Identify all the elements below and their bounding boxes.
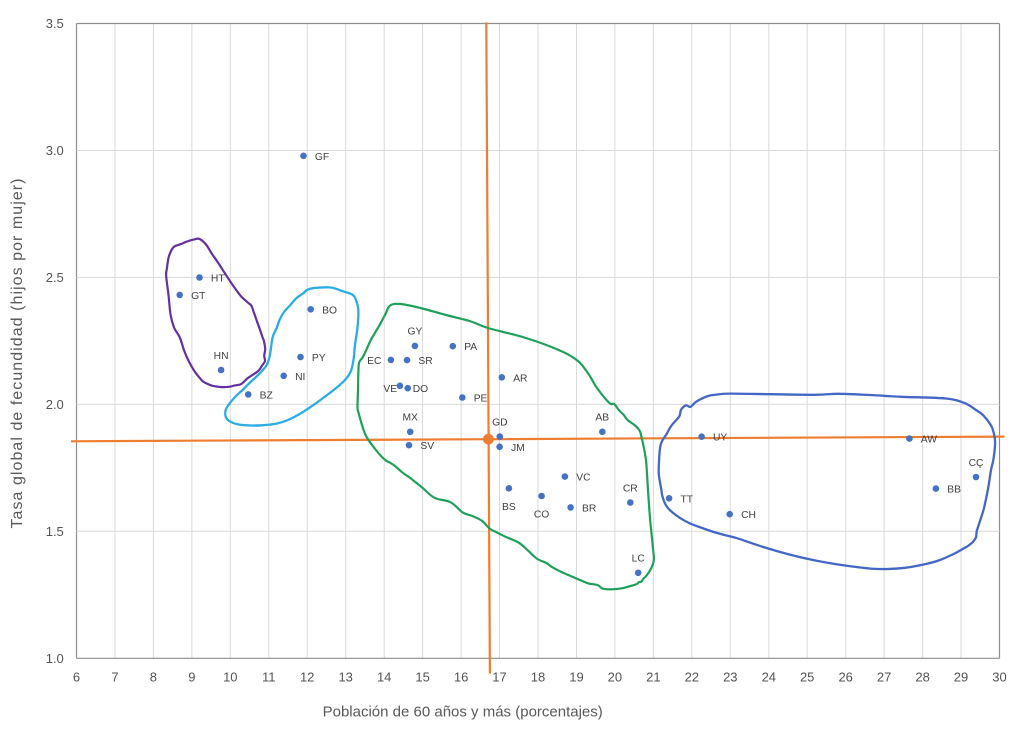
svg-text:BR: BR [582, 503, 596, 514]
svg-text:CÇ: CÇ [969, 458, 984, 469]
svg-text:25: 25 [800, 670, 814, 685]
svg-text:CH: CH [741, 510, 756, 521]
svg-text:AW: AW [921, 435, 937, 446]
svg-text:21: 21 [646, 670, 660, 685]
svg-text:8: 8 [150, 670, 157, 685]
svg-text:JM: JM [511, 443, 525, 454]
svg-text:19: 19 [569, 670, 583, 685]
svg-text:Población de 60 años y más (po: Población de 60 años y más (porcentajes) [323, 704, 603, 721]
svg-text:EC: EC [367, 356, 382, 367]
svg-text:3.5: 3.5 [46, 16, 64, 31]
svg-text:AR: AR [513, 373, 527, 384]
svg-text:1.0: 1.0 [46, 651, 64, 666]
svg-text:13: 13 [338, 670, 352, 685]
svg-text:BO: BO [322, 305, 337, 316]
svg-text:28: 28 [915, 670, 929, 685]
svg-text:9: 9 [188, 670, 195, 685]
svg-text:24: 24 [762, 670, 776, 685]
svg-text:10: 10 [223, 670, 237, 685]
svg-text:PY: PY [312, 353, 326, 364]
svg-text:SR: SR [418, 356, 432, 367]
svg-text:18: 18 [531, 670, 545, 685]
svg-text:12: 12 [300, 670, 314, 685]
svg-text:VE: VE [383, 384, 397, 395]
svg-text:PA: PA [464, 342, 477, 353]
svg-text:2.5: 2.5 [46, 270, 64, 285]
svg-text:GT: GT [191, 291, 206, 302]
svg-text:TT: TT [681, 494, 694, 505]
svg-text:LC: LC [632, 554, 646, 565]
svg-text:SV: SV [420, 441, 434, 452]
svg-text:NI: NI [295, 372, 305, 383]
svg-text:BZ: BZ [260, 390, 273, 401]
svg-text:6: 6 [73, 670, 80, 685]
svg-text:15: 15 [415, 670, 429, 685]
svg-text:UY: UY [713, 433, 727, 444]
svg-text:30: 30 [992, 670, 1006, 685]
svg-text:23: 23 [723, 670, 737, 685]
svg-text:BS: BS [502, 502, 516, 513]
svg-text:11: 11 [262, 670, 276, 685]
svg-text:1.5: 1.5 [46, 524, 64, 539]
svg-text:2.0: 2.0 [46, 397, 64, 412]
svg-text:16: 16 [454, 670, 468, 685]
svg-text:7: 7 [111, 670, 118, 685]
svg-text:HT: HT [211, 274, 225, 285]
svg-text:Tasa global de fecundidad (hij: Tasa global de fecundidad (hijos por muj… [9, 177, 26, 528]
svg-text:29: 29 [954, 670, 968, 685]
svg-text:GF: GF [315, 152, 329, 163]
svg-text:PE: PE [474, 394, 488, 405]
svg-text:20: 20 [608, 670, 622, 685]
svg-text:MX: MX [402, 413, 418, 424]
svg-text:GY: GY [407, 327, 422, 338]
svg-text:DO: DO [413, 384, 428, 395]
svg-text:14: 14 [377, 670, 391, 685]
svg-text:GD: GD [492, 417, 507, 428]
svg-text:CR: CR [623, 483, 638, 494]
svg-text:22: 22 [685, 670, 699, 685]
svg-text:BB: BB [947, 485, 961, 496]
svg-text:HN: HN [214, 351, 229, 362]
svg-text:CO: CO [534, 510, 549, 521]
svg-text:AB: AB [595, 413, 609, 424]
svg-text:3.0: 3.0 [46, 143, 64, 158]
svg-text:26: 26 [838, 670, 852, 685]
svg-text:17: 17 [492, 670, 506, 685]
svg-text:VC: VC [576, 473, 591, 484]
svg-text:27: 27 [877, 670, 891, 685]
